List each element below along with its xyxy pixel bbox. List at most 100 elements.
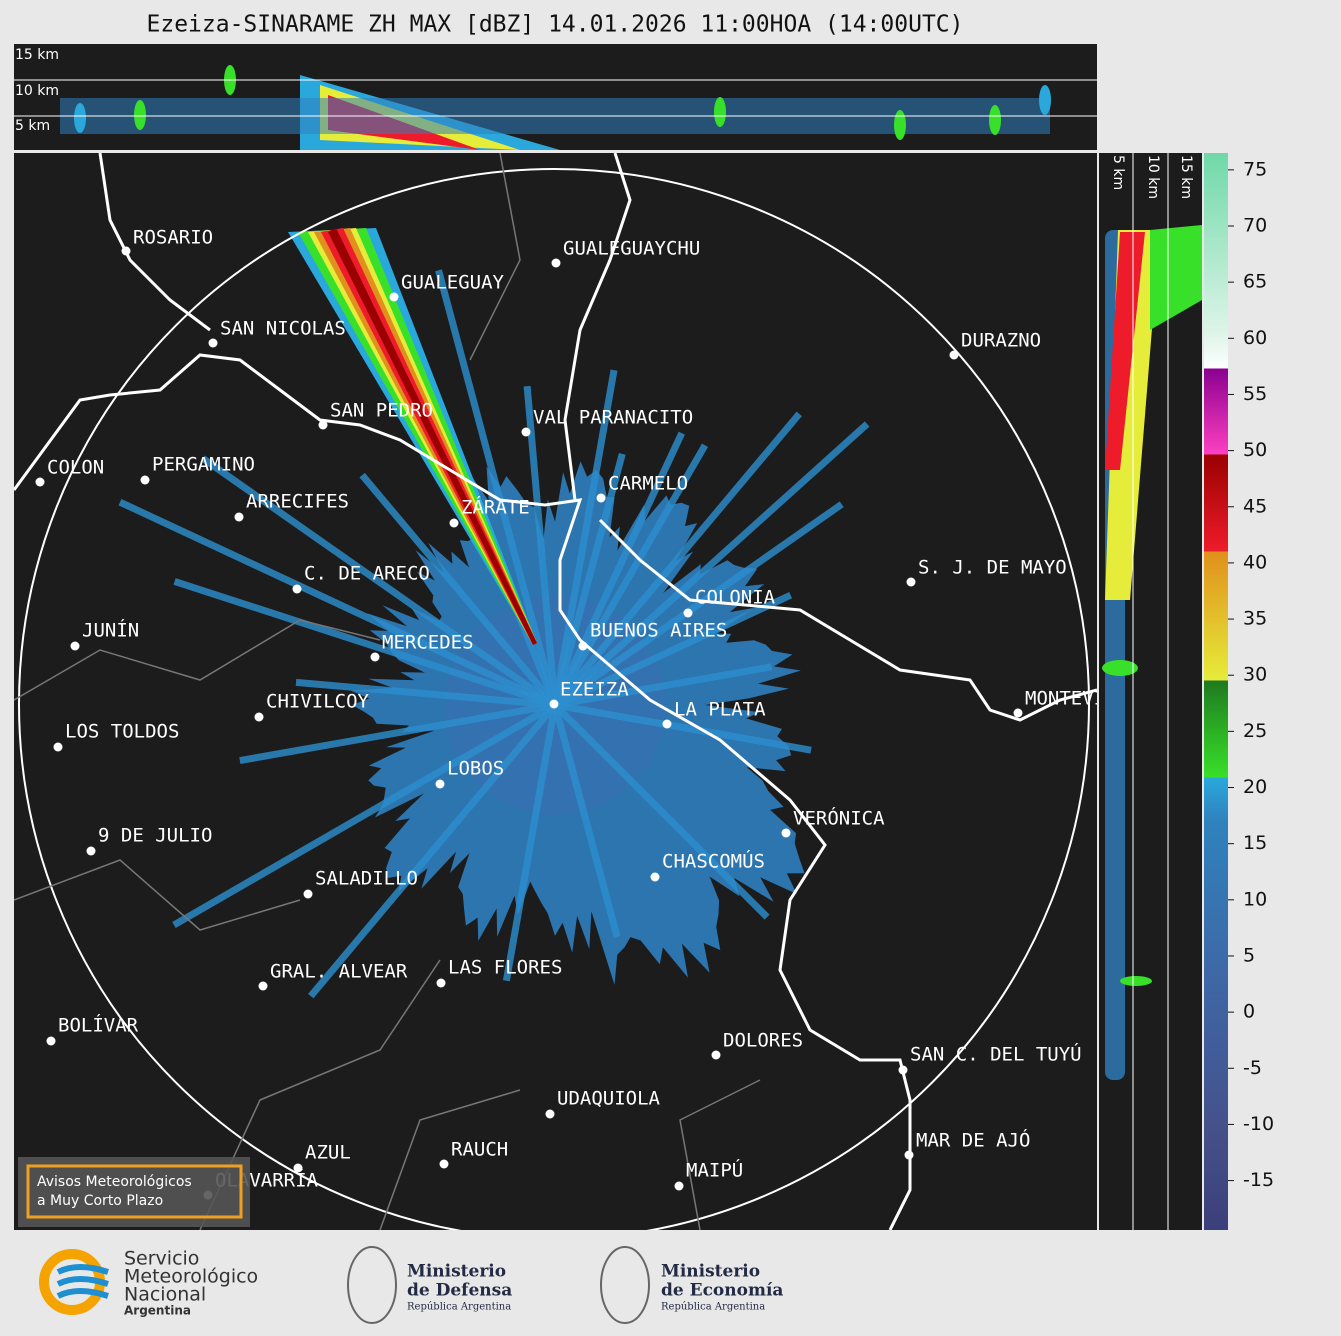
city-dot <box>596 493 606 503</box>
echo-ray <box>551 431 685 707</box>
city-label: SAN NICOLAS <box>220 318 346 340</box>
colorbar-tick-label: 35 <box>1243 608 1267 630</box>
side-layer: 5 km 10 km 15 km <box>1102 153 1202 1230</box>
city-label: MONTEVIDEO <box>1025 688 1139 710</box>
city-dot <box>370 652 380 662</box>
height-label: 5 km <box>1110 155 1126 190</box>
top-panel <box>14 44 1097 150</box>
echo-ray <box>200 455 558 708</box>
footer: Servicio Meteorológico Nacional Argentin… <box>39 1246 783 1324</box>
top-layer: 15 km 10 km 5 km <box>14 47 1097 150</box>
colorbar-tick-label: 5 <box>1243 944 1255 966</box>
logo-text: Ministerio <box>407 1262 506 1282</box>
coastline <box>598 518 1097 722</box>
top-echo <box>1039 85 1051 115</box>
city-dot <box>436 978 446 988</box>
city-label: S. J. DE MAYO <box>918 557 1067 579</box>
city-dot <box>674 1181 684 1191</box>
city-dot <box>86 846 96 856</box>
boundary <box>469 153 521 361</box>
city-dot <box>53 742 63 752</box>
echo-ray <box>552 501 844 708</box>
city-label: DURAZNO <box>961 330 1041 352</box>
city-dot <box>949 350 959 360</box>
side-echo <box>1120 976 1152 986</box>
logo-text: de Defensa <box>407 1281 512 1301</box>
city-dot <box>70 641 80 651</box>
colorbar-tick-label: 60 <box>1243 327 1267 349</box>
warning-text[interactable]: a Muy Corto Plazo <box>37 1193 163 1209</box>
city-label: MERCEDES <box>382 632 474 654</box>
echo-ray <box>523 385 559 706</box>
city-label: GUALEGUAYCHU <box>563 238 700 260</box>
colorbar-tick-label: -5 <box>1243 1057 1262 1079</box>
city-dot <box>292 584 302 594</box>
city-label: 9 DE JULIO <box>98 825 212 847</box>
city-dot <box>389 292 399 302</box>
city-label: LOBOS <box>447 758 504 780</box>
city-label: CHASCOMÚS <box>662 849 765 873</box>
city-label: BOLÍVAR <box>58 1014 139 1037</box>
logo-text: Argentina <box>124 1304 191 1318</box>
logo-text: Ministerio <box>661 1262 760 1282</box>
city-label: CHIVILCOY <box>266 691 370 713</box>
city-dot <box>435 779 445 789</box>
colorbar <box>1204 153 1228 1230</box>
range-ring <box>18 168 1090 1230</box>
city-dot <box>521 427 531 437</box>
top-echo <box>989 105 1001 135</box>
city-dot <box>711 1050 721 1060</box>
city-dot <box>1013 708 1023 718</box>
map-layer: ROSARIO GUALEGUAYCHU GUALEGUAY SAN NICOLAS D… <box>14 153 1139 1230</box>
boundary <box>14 619 381 701</box>
colorbar-tick-label: 65 <box>1243 271 1267 293</box>
echo-ray <box>553 591 793 709</box>
logo-text: República Argentina <box>407 1302 511 1313</box>
city-dot <box>293 1163 303 1173</box>
colorbar-tick-label: 70 <box>1243 214 1267 236</box>
city-dot <box>906 577 916 587</box>
warning-frame[interactable] <box>26 1164 243 1219</box>
city-dot <box>904 1150 914 1160</box>
colorbar-tick-label: 15 <box>1243 832 1267 854</box>
city-dot <box>545 1109 555 1119</box>
city-label: VAL PARANACITO <box>533 407 693 429</box>
echo-ray <box>295 678 556 709</box>
city-label: C. DE ARECO <box>304 563 430 585</box>
city-dot <box>234 512 244 522</box>
logo-text: Servicio <box>124 1248 199 1270</box>
echo-ray <box>173 578 557 709</box>
city-dot <box>439 1159 449 1169</box>
echo-ray <box>552 411 802 708</box>
echo-ray <box>552 702 770 920</box>
warning-bg[interactable] <box>18 1157 250 1227</box>
echo-ray <box>359 472 558 708</box>
city-dot <box>650 872 660 882</box>
city-dot <box>898 1065 908 1075</box>
height-label: 10 km <box>15 83 59 99</box>
echo-ray <box>551 443 709 707</box>
city-label: MAIPÚ <box>686 1158 743 1182</box>
city-dot <box>46 1036 56 1046</box>
colorbar-tick-label: 75 <box>1243 158 1267 180</box>
colorbar-tick-label: 10 <box>1243 888 1267 910</box>
echo-streak <box>328 228 537 645</box>
echo-ray <box>239 701 556 765</box>
boundary <box>379 1089 521 1230</box>
warning-text[interactable]: Avisos Meteorológicos <box>37 1174 192 1190</box>
logo-text: Meteorológico <box>124 1266 258 1288</box>
echo-ray <box>308 702 558 999</box>
city-label: LOS TOLDOS <box>65 721 179 743</box>
top-echo <box>894 110 906 140</box>
height-label: 15 km <box>15 47 59 63</box>
city-dot <box>121 246 131 256</box>
warning-box[interactable]: Avisos Meteorológicos a Muy Corto Plazo <box>18 1157 250 1227</box>
city-label: ZÁRATE <box>461 496 530 519</box>
height-label: 10 km <box>1145 155 1161 199</box>
city-label: SALADILLO <box>315 868 418 890</box>
city-dot <box>662 719 672 729</box>
colorbar-tick-label: 30 <box>1243 664 1267 686</box>
colorbar-tick-label: 0 <box>1243 1001 1255 1023</box>
city-dot <box>781 828 791 838</box>
